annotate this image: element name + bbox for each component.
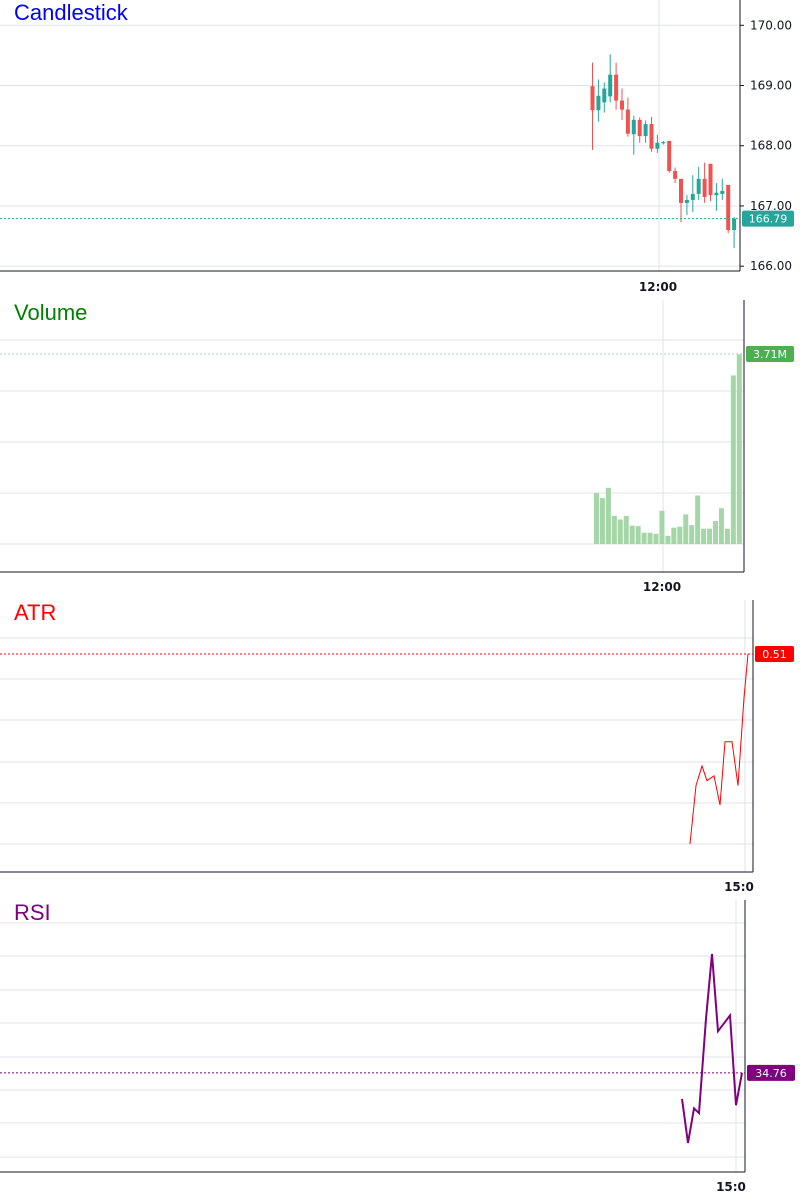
last-value-badge (742, 210, 794, 227)
last-value-badge (747, 1064, 795, 1081)
rsi-pane[interactable]: 34.76 15:0 RSI (0, 900, 800, 1200)
volume-bar (659, 510, 665, 544)
candle-body (726, 184, 731, 231)
volume-bar (677, 526, 683, 544)
volume-bar (736, 354, 742, 544)
last-value-label: 3.71M (753, 348, 787, 361)
candle-body (667, 140, 672, 172)
volume-bar (724, 528, 730, 544)
candlestick-chart[interactable]: 170.00 169.00 168.00 167.00 166.00 166.79 12:0… (0, 0, 800, 300)
atr-line (689, 653, 749, 845)
time-axis-label: 15:0 (724, 880, 754, 894)
candle-body (690, 193, 695, 200)
time-axis-label: 12:00 (643, 580, 681, 594)
candle-body (602, 88, 607, 103)
volume-title: Volume (14, 300, 88, 325)
volume-bar (718, 508, 724, 544)
time-axis-label: 12:00 (639, 280, 677, 294)
candle-body (596, 95, 601, 111)
candle-body (649, 124, 654, 149)
candle-body (684, 199, 689, 203)
volume-bar (713, 521, 718, 544)
y-tick-label: 166.00 (750, 259, 792, 273)
candle-body (661, 142, 666, 144)
candle-body (714, 192, 719, 196)
atr-title: ATR (14, 600, 57, 625)
candle-body (655, 142, 660, 149)
candle-body (614, 74, 619, 101)
last-value-label: 0.51 (762, 648, 787, 661)
rsi-chart[interactable]: 34.76 15:0 (0, 900, 800, 1200)
time-axis-label: 15:0 (716, 1180, 746, 1194)
candle-body (696, 178, 701, 194)
volume-bar (594, 492, 599, 544)
atr-pane[interactable]: 0.51 15:0 ATR (0, 600, 800, 900)
y-tick-label: 168.00 (750, 139, 792, 153)
candle-body (708, 163, 713, 196)
last-value-badge (746, 346, 794, 362)
volume-bar (665, 535, 671, 544)
rsi-title: RSI (14, 900, 51, 925)
volume-bar (671, 527, 677, 544)
y-tick-label: 169.00 (750, 79, 792, 93)
last-value-label: 166.79 (749, 213, 788, 226)
volume-bar (611, 515, 617, 544)
candle-body (608, 74, 613, 97)
atr-chart[interactable]: 0.51 15:0 (0, 600, 800, 900)
volume-bar (641, 532, 647, 544)
candle-body (679, 178, 683, 203)
last-value-label: 34.76 (755, 1067, 787, 1080)
candlestick-title: Candlestick (14, 0, 128, 25)
candle-body (732, 218, 737, 231)
volume-chart[interactable]: 3.71M 12:00 (0, 300, 800, 600)
last-value-badge (755, 646, 794, 662)
volume-bar (599, 498, 605, 544)
y-tick-label: 170.00 (750, 18, 792, 32)
candle-body (673, 171, 678, 179)
volume-bar (689, 525, 695, 544)
volume-bar (653, 533, 659, 544)
y-tick-label: 167.00 (750, 199, 792, 213)
volume-pane[interactable]: 3.71M 12:00 Volume (0, 300, 800, 600)
candle-body (702, 178, 707, 197)
volume-bar (617, 519, 623, 544)
candle-body (620, 100, 624, 110)
rsi-line (681, 953, 743, 1144)
candle-body (631, 119, 636, 135)
volume-bar (701, 528, 707, 544)
volume-bar (683, 514, 689, 544)
volume-bar (623, 515, 629, 544)
candle-body (590, 86, 595, 111)
volume-bar (635, 526, 641, 544)
candlestick-pane[interactable]: 170.00 169.00 168.00 167.00 166.00 166.79 12:0… (0, 0, 800, 300)
volume-bar (707, 528, 713, 544)
candle-body (637, 119, 642, 137)
candle-body (625, 109, 630, 134)
volume-bar (647, 532, 653, 544)
candle-body (720, 190, 725, 194)
volume-bar (629, 525, 635, 544)
candle-body (643, 124, 648, 137)
volume-bar (605, 487, 611, 544)
volume-bar (695, 495, 701, 544)
volume-bar (730, 375, 736, 544)
